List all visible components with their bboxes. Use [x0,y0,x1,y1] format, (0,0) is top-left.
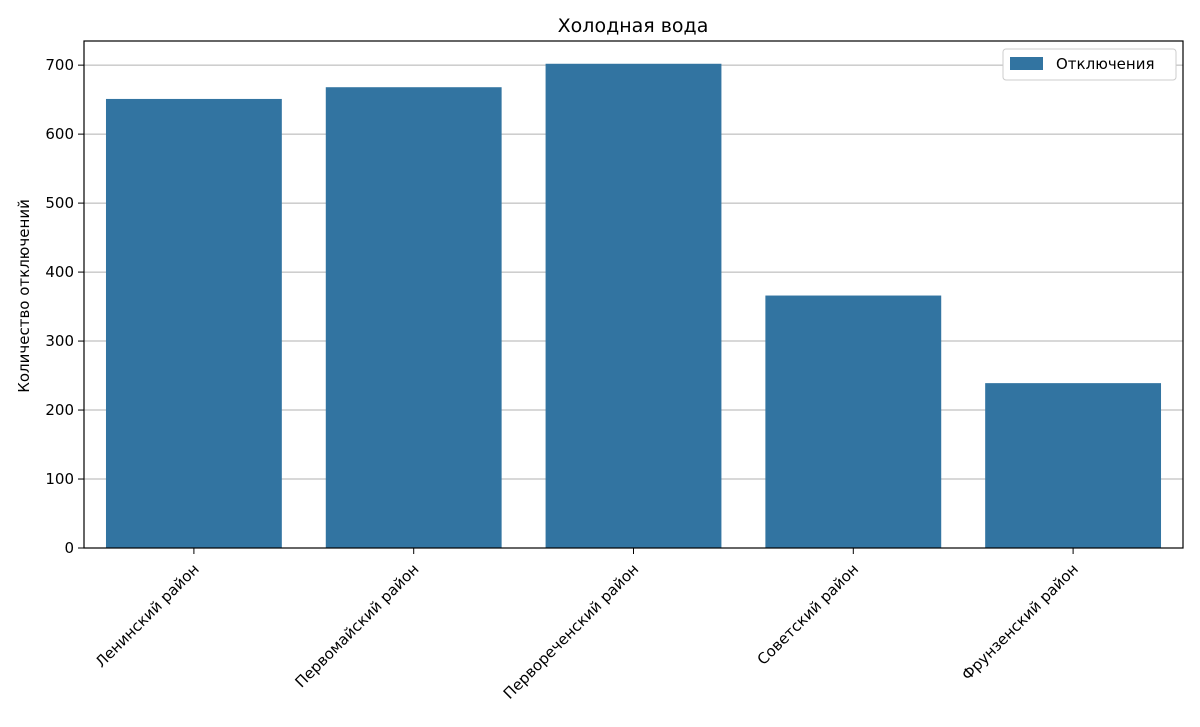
legend: Отключения [1002,48,1177,81]
bar [765,295,942,548]
y-axis-label: Количество отключений [15,199,33,393]
y-tick-label: 700 [45,56,74,74]
y-tick-label: 100 [45,470,74,488]
y-ticks: 0 100 200 300 400 500 600 700 [45,56,84,557]
bar [325,87,502,549]
legend-swatch [1010,57,1043,70]
y-tick-label: 200 [45,401,74,419]
bars [105,63,1162,549]
bar [545,63,722,548]
x-tick-label: Ленинский район [92,560,203,671]
x-tick-label: Первореченский район [500,560,643,703]
x-ticks: Ленинский район Первомайский район Перворе… [92,548,1082,703]
x-tick-label: Фрунзенский район [958,560,1082,684]
y-tick-label: 600 [45,125,74,143]
legend-frame [1002,48,1177,81]
bar [985,383,1162,548]
y-tick-label: 500 [45,194,74,212]
chart-title: Холодная вода [558,15,709,37]
y-tick-label: 400 [45,263,74,281]
x-tick-label: Советский район [754,560,863,669]
bar [105,98,282,548]
legend-label: Отключения [1056,55,1155,73]
y-tick-label: 300 [45,332,74,350]
x-tick-label: Первомайский район [291,560,422,691]
y-tick-label: 0 [64,539,74,557]
